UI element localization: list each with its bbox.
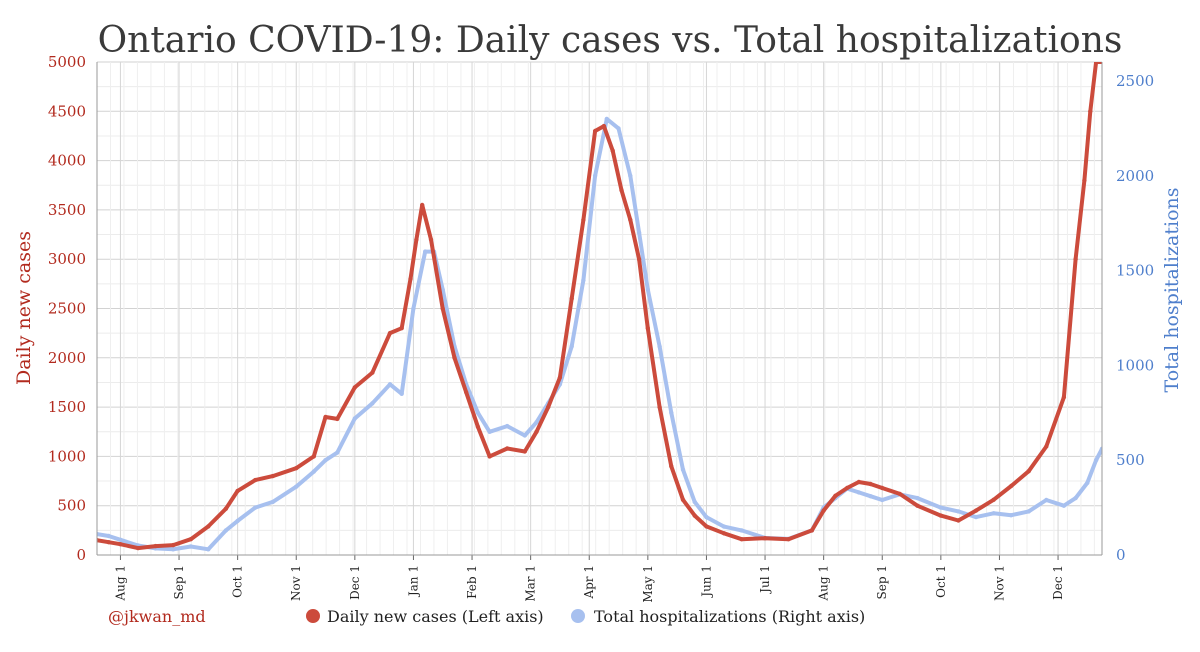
y-left-tick-label: 3000 <box>48 250 86 268</box>
x-tick-label: Nov 1 <box>992 565 1006 601</box>
series-line <box>97 62 1102 551</box>
x-tick-label: Jun 1 <box>699 565 713 599</box>
x-tick-label: Dec 1 <box>348 565 362 600</box>
y-left-tick-label: 2000 <box>48 349 86 367</box>
y-axis-left-label: Daily new cases <box>13 231 35 385</box>
y-right-tick-label: 2000 <box>1116 167 1154 185</box>
y-right-tick-label: 2500 <box>1116 72 1154 90</box>
x-tick-label: Apr 1 <box>582 565 596 600</box>
x-tick-label: May 1 <box>641 565 655 603</box>
x-tick-label: Aug 1 <box>817 565 831 602</box>
legend-label-hospitalizations: Total hospitalizations (Right axis) <box>594 607 865 626</box>
credit-label: @jkwan_md <box>108 607 206 626</box>
grid <box>96 61 1102 556</box>
y-right-tick-label: 1000 <box>1116 356 1154 374</box>
x-tick-label: Sep 1 <box>875 565 889 599</box>
y-axis-right-label: Total hospitalizations <box>1161 188 1183 393</box>
legend-label-cases: Daily new cases (Left axis) <box>327 607 544 626</box>
x-tick-label: Aug 1 <box>113 565 127 602</box>
series-layer <box>97 62 1102 552</box>
axes: 0500100015002000250030003500400045005000… <box>48 53 1154 603</box>
y-right-tick-label: 1500 <box>1116 262 1154 280</box>
y-right-tick-label: 0 <box>1116 546 1126 564</box>
series-cases <box>97 62 1102 551</box>
y-left-tick-label: 1000 <box>48 447 86 465</box>
y-left-tick-label: 2500 <box>48 300 86 318</box>
x-tick-label: Nov 1 <box>289 565 303 601</box>
x-tick-label: Oct 1 <box>934 565 948 598</box>
x-tick-label: Feb 1 <box>465 565 479 599</box>
y-right-tick-label: 500 <box>1116 451 1145 469</box>
y-left-tick-label: 0 <box>76 546 86 564</box>
y-left-tick-label: 4000 <box>48 152 86 170</box>
y-left-tick-label: 1500 <box>48 398 86 416</box>
legend-marker-hospitalizations <box>571 609 585 623</box>
x-tick-label: Dec 1 <box>1051 565 1065 600</box>
chart-title: Ontario COVID-19: Daily cases vs. Total … <box>98 20 1123 61</box>
x-tick-label: Oct 1 <box>231 565 245 598</box>
x-tick-label: Jul 1 <box>758 565 772 595</box>
x-tick-label: Sep 1 <box>172 565 186 599</box>
y-left-tick-label: 5000 <box>48 53 86 71</box>
series-line <box>97 116 1102 552</box>
y-left-tick-label: 500 <box>57 497 86 515</box>
legend: Daily new cases (Left axis) Total hospit… <box>306 607 865 626</box>
x-tick-label: Mar 1 <box>524 565 538 602</box>
legend-marker-cases <box>306 609 320 623</box>
x-tick-label: Jan 1 <box>406 565 420 598</box>
y-left-tick-label: 4500 <box>48 102 86 120</box>
y-left-tick-label: 3500 <box>48 201 86 219</box>
